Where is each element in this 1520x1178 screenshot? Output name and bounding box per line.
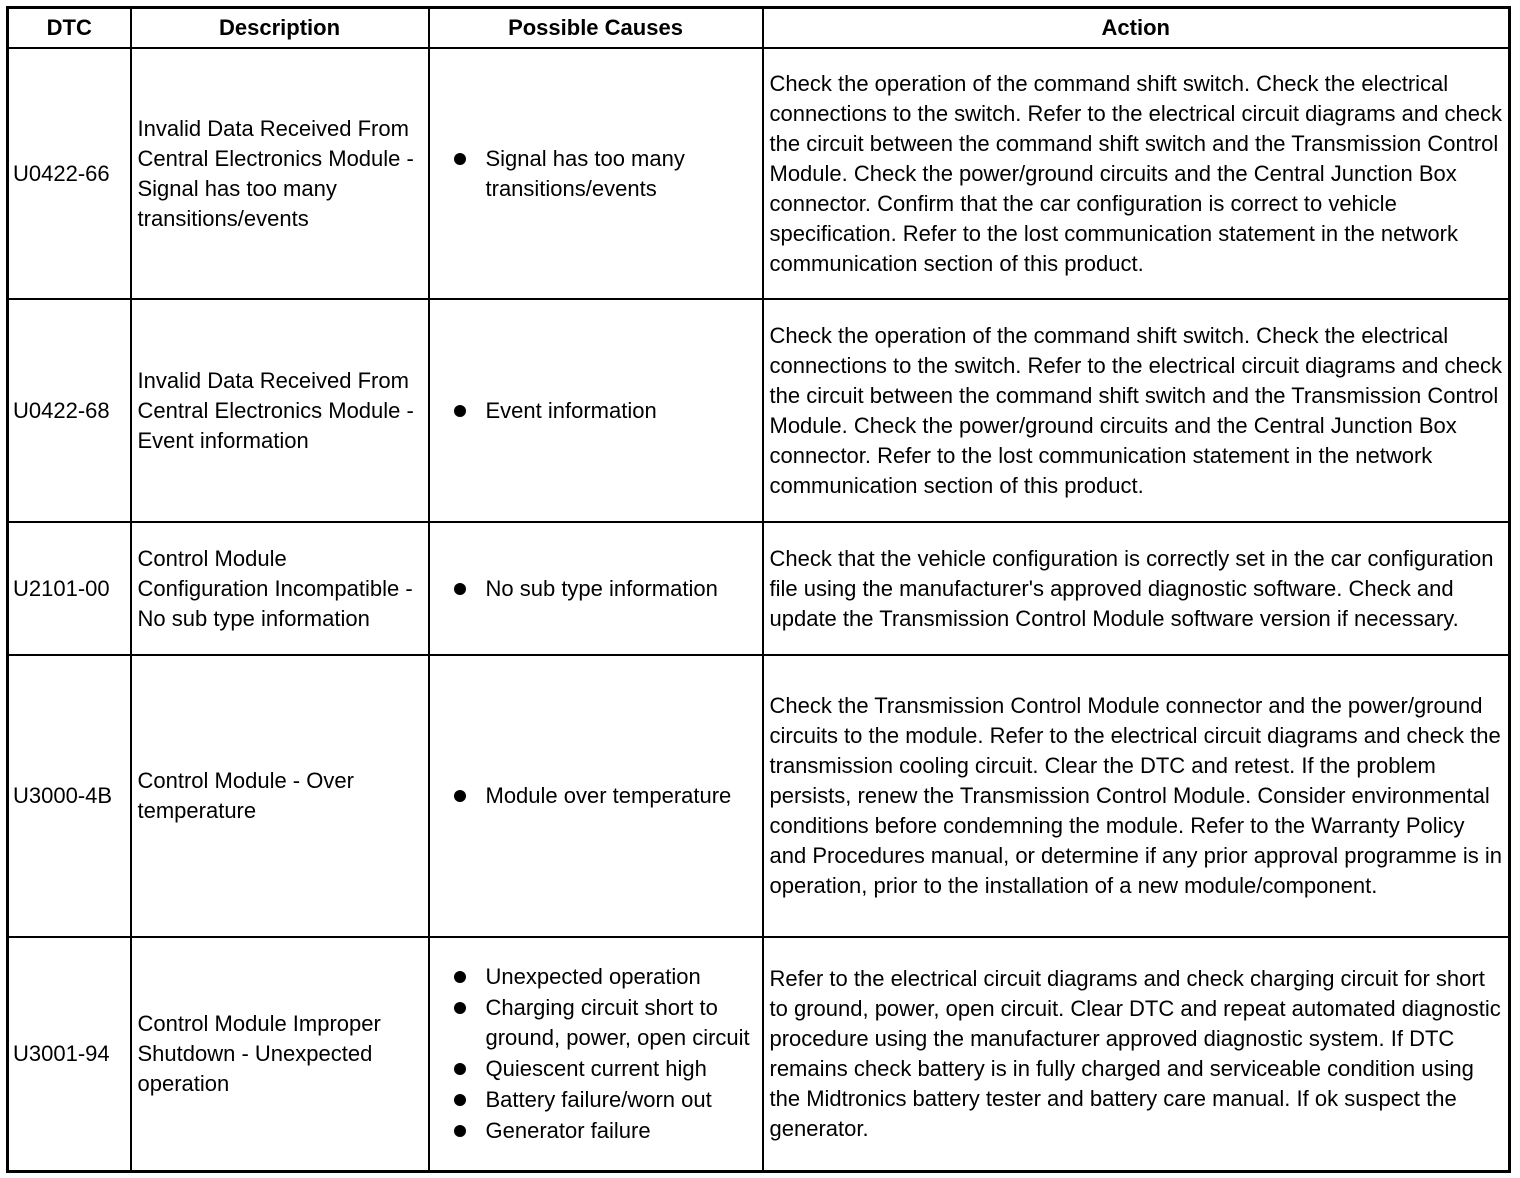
description: Control Module Improper Shutdown - Unexp… — [129, 936, 430, 1172]
dtc-code: U2101-00 — [6, 521, 132, 656]
dtc-code: U0422-66 — [6, 47, 132, 300]
possible-causes: No sub type information — [427, 521, 764, 656]
table-row: U0422-68 Invalid Data Received From Cent… — [6, 298, 1511, 523]
possible-causes: Signal has too many transitions/events — [427, 47, 764, 300]
action: Check the Transmission Control Module co… — [761, 654, 1511, 938]
possible-causes: Module over temperature — [427, 654, 764, 938]
description: Invalid Data Received From Central Elect… — [129, 298, 430, 523]
description: Control Module Configuration Incompatibl… — [129, 521, 430, 656]
cause-item: Event information — [453, 396, 756, 426]
action: Check that the vehicle configuration is … — [761, 521, 1511, 656]
header-action: Action — [761, 6, 1511, 49]
cause-item: Quiescent current high — [453, 1054, 756, 1084]
header-row: DTC Description Possible Causes Action — [6, 6, 1511, 49]
table-row: U0422-66 Invalid Data Received From Cent… — [6, 47, 1511, 300]
header-description: Description — [129, 6, 430, 49]
table-row: U3001-94 Control Module Improper Shutdow… — [6, 936, 1511, 1172]
cause-item: Module over temperature — [453, 781, 756, 811]
cause-item: Signal has too many transitions/events — [453, 144, 756, 204]
action: Check the operation of the command shift… — [761, 47, 1511, 300]
header-dtc: DTC — [6, 6, 132, 49]
table-row: U2101-00 Control Module Configuration In… — [6, 521, 1511, 656]
dtc-table: DTC Description Possible Causes Action U… — [6, 6, 1511, 1173]
cause-item: Unexpected operation — [453, 962, 756, 992]
cause-item: Generator failure — [453, 1116, 756, 1146]
possible-causes: Event information — [427, 298, 764, 523]
cause-item: Charging circuit short to ground, power,… — [453, 993, 756, 1053]
table-row: U3000-4B Control Module - Over temperatu… — [6, 654, 1511, 938]
dtc-code: U3001-94 — [6, 936, 132, 1172]
header-possible-causes: Possible Causes — [427, 6, 764, 49]
cause-item: Battery failure/worn out — [453, 1085, 756, 1115]
possible-causes: Unexpected operation Charging circuit sho… — [427, 936, 764, 1172]
action: Check the operation of the command shift… — [761, 298, 1511, 523]
description: Invalid Data Received From Central Elect… — [129, 47, 430, 300]
action: Refer to the electrical circuit diagrams… — [761, 936, 1511, 1172]
dtc-code: U3000-4B — [6, 654, 132, 938]
dtc-code: U0422-68 — [6, 298, 132, 523]
cause-item: No sub type information — [453, 574, 756, 604]
description: Control Module - Over temperature — [129, 654, 430, 938]
